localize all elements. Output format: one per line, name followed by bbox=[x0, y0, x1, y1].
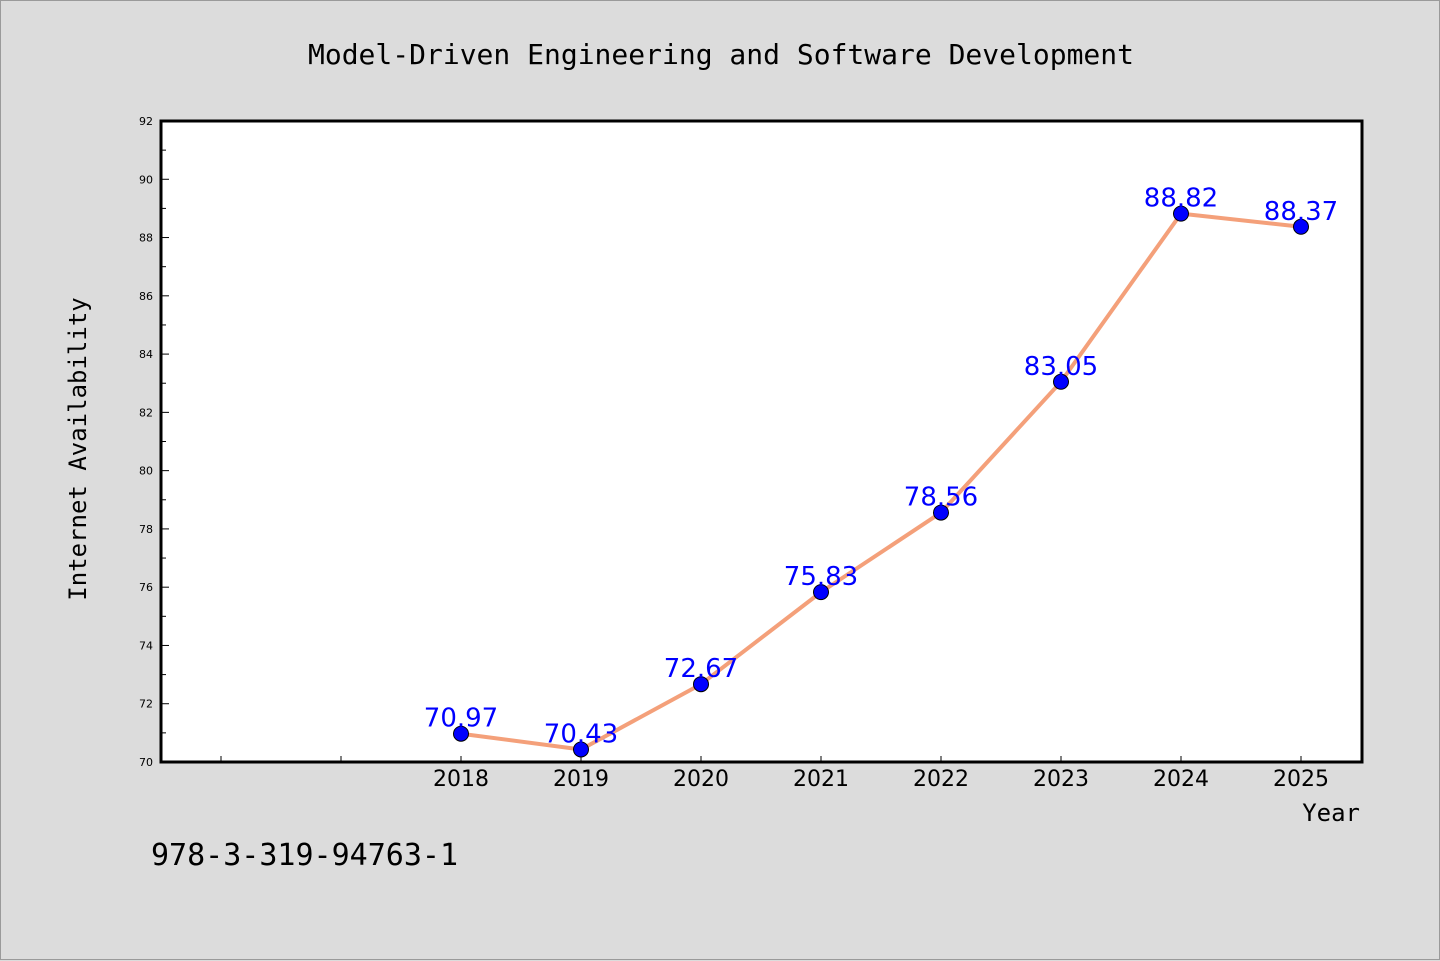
y-tick-label: 92 bbox=[139, 115, 153, 128]
plot-area bbox=[159, 119, 1364, 764]
data-label: 70.97 bbox=[424, 704, 498, 734]
y-axis-title: Internet Availability bbox=[64, 297, 92, 600]
data-point bbox=[453, 725, 469, 742]
data-labels: 70.97 70.43 72.67 75.83 78.56 83.05 88.82 88.37 bbox=[424, 184, 1338, 750]
x-axis-title: Year bbox=[1302, 799, 1360, 827]
data-point bbox=[1293, 218, 1309, 235]
data-label: 88.82 bbox=[1144, 184, 1218, 214]
data-label: 72.67 bbox=[664, 654, 738, 684]
data-point bbox=[573, 741, 589, 758]
data-label: 75.83 bbox=[784, 562, 858, 592]
x-tick-label: 2023 bbox=[1033, 767, 1089, 792]
x-axis: 2018 2019 2020 2021 2022 2023 2024 2025 bbox=[220, 756, 1329, 792]
y-tick-label: 80 bbox=[139, 465, 153, 478]
x-tick-label: 2024 bbox=[1153, 767, 1209, 792]
data-label: 88.37 bbox=[1264, 197, 1338, 227]
data-label: 83.05 bbox=[1024, 352, 1098, 382]
isbn-text: 978-3-319-94763-1 bbox=[151, 838, 458, 873]
data-label: 78.56 bbox=[904, 483, 978, 513]
y-tick-label: 72 bbox=[139, 698, 153, 711]
x-tick-label: 2025 bbox=[1273, 767, 1329, 792]
y-tick-label: 86 bbox=[139, 290, 153, 303]
data-point bbox=[933, 504, 949, 521]
chart-title: Model-Driven Engineering and Software De… bbox=[308, 38, 1134, 71]
x-tick-label: 2020 bbox=[673, 767, 729, 792]
data-label: 70.43 bbox=[544, 719, 618, 749]
y-tick-label: 82 bbox=[139, 406, 153, 419]
y-tick-label: 70 bbox=[139, 756, 153, 769]
y-tick-label: 84 bbox=[139, 348, 153, 361]
x-tick-label: 2019 bbox=[553, 767, 609, 792]
x-tick-label: 2021 bbox=[793, 767, 849, 792]
x-tick-label: 2022 bbox=[913, 767, 969, 792]
data-point bbox=[1173, 205, 1189, 222]
y-tick-label: 88 bbox=[139, 232, 153, 245]
data-point bbox=[1053, 373, 1069, 390]
y-tick-label: 78 bbox=[139, 523, 153, 536]
data-point bbox=[813, 584, 829, 601]
y-tick-label: 74 bbox=[139, 639, 153, 652]
x-tick-label: 2018 bbox=[433, 767, 489, 792]
data-point bbox=[693, 676, 709, 693]
series-layer bbox=[453, 205, 1309, 758]
series-line bbox=[459, 211, 1303, 752]
y-tick-label: 90 bbox=[139, 173, 153, 186]
y-axis: 70 72 74 76 78 80 82 84 86 88 90 92 bbox=[139, 115, 169, 769]
y-tick-label: 76 bbox=[139, 581, 153, 594]
